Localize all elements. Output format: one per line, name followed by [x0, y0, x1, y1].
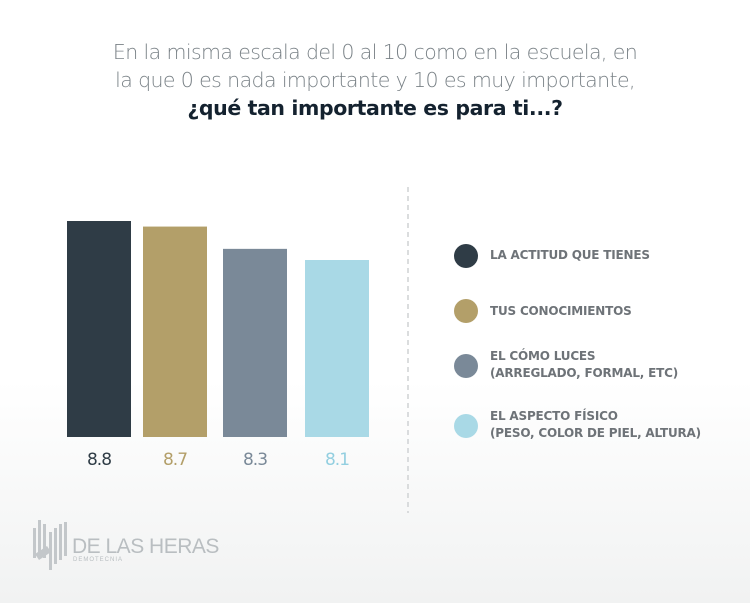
title-question: ¿qué tan importante es para ti...? [187, 96, 563, 120]
legend-label-1: LA ACTITUD QUE TIENES [490, 247, 650, 264]
legend-label-4: EL ASPECTO FÍSICO (PESO, COLOR DE PIEL, A… [490, 408, 701, 442]
bar-4 [305, 260, 369, 437]
data-label-3: 8.3 [243, 450, 267, 470]
legend-swatch-1 [454, 244, 478, 268]
logo-icon [33, 520, 67, 570]
legend-swatch-3 [454, 354, 478, 378]
chart-title: En la misma escala del 0 al 10 como en l… [0, 38, 750, 122]
title-line-2: la que 0 es nada importante y 10 es muy … [115, 68, 635, 92]
bar-3 [223, 248, 287, 437]
data-label-1: 8.8 [87, 450, 111, 470]
legend-label-2: TUS CONOCIMIENTOS [490, 303, 632, 320]
logo-name: DE LAS HERAS [72, 535, 219, 558]
legend-swatch-2 [454, 299, 478, 323]
title-line-1: En la misma escala del 0 al 10 como en l… [112, 40, 638, 64]
legend-label-3: EL CÓMO LUCES (ARREGLADO, FORMAL, ETC) [490, 348, 678, 382]
bar-2 [143, 226, 207, 437]
legend-label-line-1: LA ACTITUD QUE TIENES [490, 248, 650, 262]
data-label-2: 8.7 [163, 450, 187, 470]
logo-subtitle: DEMOTECNIA [73, 557, 124, 563]
data-label-4: 8.1 [325, 450, 349, 470]
legend-label-line-1: EL CÓMO LUCES [490, 349, 596, 363]
legend-label-line-2: (PESO, COLOR DE PIEL, ALTURA) [490, 426, 701, 440]
legend-swatch-4 [454, 414, 478, 438]
legend-label-line-1: TUS CONOCIMIENTOS [490, 304, 632, 318]
legend-label-line-2: (ARREGLADO, FORMAL, ETC) [490, 366, 678, 380]
legend-label-line-1: EL ASPECTO FÍSICO [490, 409, 618, 423]
bar-1 [67, 221, 131, 437]
